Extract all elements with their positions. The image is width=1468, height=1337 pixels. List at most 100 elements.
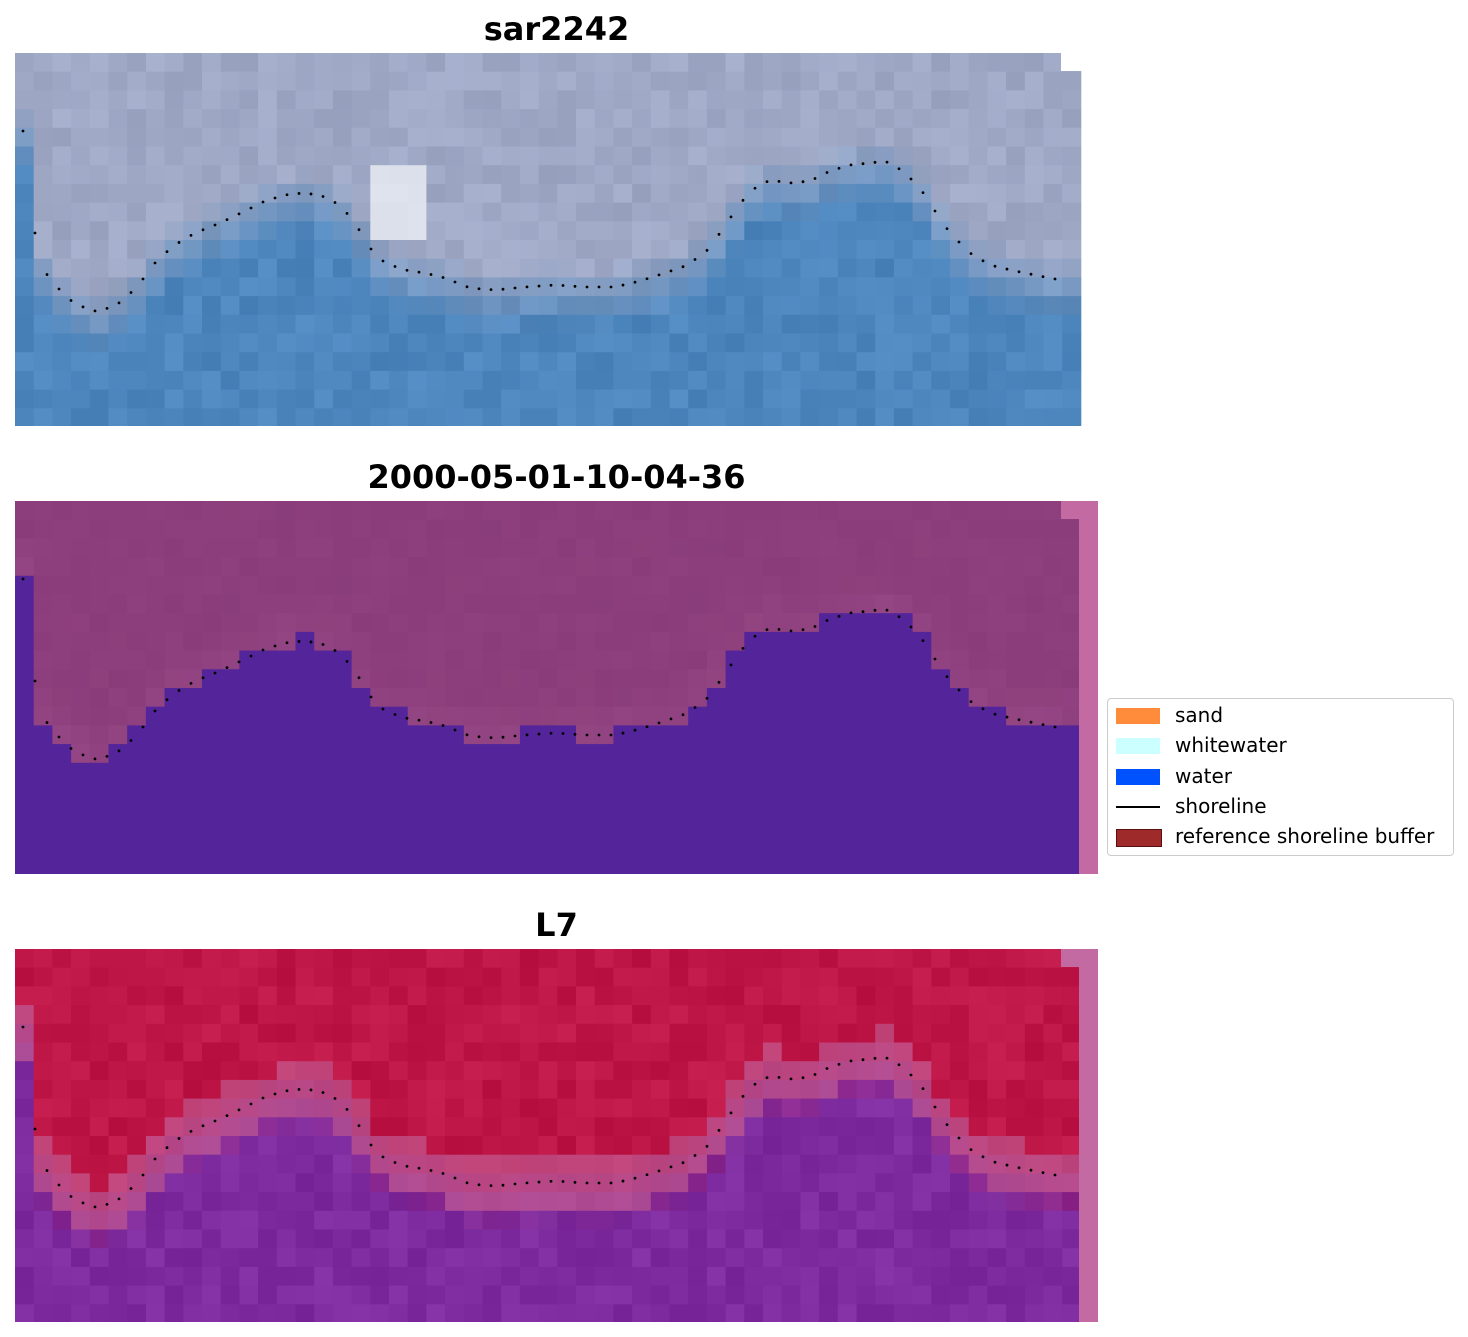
shoreline-point — [45, 273, 49, 276]
shoreline-point — [549, 283, 553, 287]
shoreline-point — [933, 1105, 937, 1109]
shoreline-point — [453, 1176, 457, 1180]
shoreline-point — [849, 611, 853, 615]
shoreline-point — [897, 615, 901, 619]
shoreline-point — [441, 724, 445, 727]
shoreline-point — [885, 1056, 889, 1060]
shoreline-point — [261, 1096, 265, 1100]
shoreline-point — [525, 733, 529, 737]
shoreline-point — [873, 160, 877, 164]
shoreline-point — [129, 291, 133, 294]
shoreline-point — [1041, 723, 1045, 726]
shoreline-point — [693, 706, 697, 709]
shoreline-point — [897, 167, 901, 171]
shoreline-point — [381, 707, 385, 711]
shoreline-point — [429, 273, 433, 276]
shoreline-point — [333, 1097, 337, 1100]
shoreline-point — [81, 305, 85, 309]
shoreline-point — [693, 1154, 697, 1157]
shoreline-point — [237, 1108, 241, 1112]
shoreline-point — [297, 640, 301, 643]
shoreline-point — [309, 1088, 313, 1092]
shoreline-point — [897, 1063, 901, 1067]
shoreline-point — [1041, 275, 1045, 278]
shoreline-point — [57, 1183, 61, 1187]
shoreline-point — [717, 680, 721, 684]
shoreline-point — [981, 259, 985, 263]
shoreline-point — [585, 733, 589, 737]
shoreline-point — [93, 757, 97, 761]
shoreline-point — [549, 1179, 553, 1183]
shoreline-point — [189, 681, 193, 685]
shoreline-point — [717, 232, 721, 236]
shoreline-point — [273, 644, 277, 648]
panel-corner-notch — [1061, 53, 1098, 71]
shoreline-point — [1005, 267, 1009, 271]
shoreline-point — [297, 1088, 301, 1091]
shoreline-point — [153, 709, 157, 713]
shoreline-point — [1041, 1171, 1045, 1174]
shoreline-point — [1053, 1173, 1057, 1177]
legend-item-water: water — [1108, 761, 1453, 791]
shoreline-point — [285, 641, 289, 645]
shoreline-point — [117, 1197, 121, 1201]
pixel-grid — [15, 53, 1082, 426]
shoreline-point — [549, 731, 553, 735]
shoreline-point — [213, 1119, 217, 1123]
shoreline-point — [777, 1075, 781, 1079]
shoreline-point — [165, 1146, 169, 1150]
shoreline-point — [645, 277, 649, 281]
shoreline-point — [885, 160, 889, 164]
shoreline-point — [873, 1056, 877, 1060]
shoreline-point — [369, 247, 373, 251]
shoreline-point — [333, 201, 337, 204]
shoreline-point — [225, 1114, 229, 1118]
shoreline-point — [417, 718, 421, 722]
reference-buffer-strip — [1079, 949, 1098, 1322]
legend-item-whitewater: whitewater — [1108, 730, 1453, 760]
shoreline-point — [657, 1169, 661, 1173]
shoreline-point — [93, 1205, 97, 1209]
shoreline-point — [249, 654, 253, 658]
shoreline-point — [837, 166, 841, 170]
shoreline-point — [1029, 272, 1033, 276]
shoreline-point — [765, 180, 769, 184]
shoreline-point — [705, 248, 709, 252]
shoreline-point — [993, 712, 997, 716]
shoreline-point — [141, 725, 145, 729]
shoreline-point — [489, 1184, 493, 1188]
shoreline-point — [33, 679, 37, 683]
shoreline-point — [969, 252, 973, 256]
shoreline-point — [189, 1129, 193, 1133]
shoreline-point — [501, 1183, 505, 1187]
shoreline-point — [873, 608, 877, 612]
shoreline-dots — [21, 1025, 1057, 1209]
shoreline-point — [45, 721, 49, 724]
shoreline-point — [333, 649, 337, 652]
shoreline-point — [993, 264, 997, 268]
shoreline-point — [177, 241, 181, 244]
shoreline-point — [213, 223, 217, 227]
legend-item-shoreline: shoreline — [1108, 791, 1453, 821]
legend: sand whitewater water shoreline referenc… — [1107, 698, 1454, 856]
shoreline-point — [1017, 1166, 1021, 1170]
shoreline-point — [405, 716, 409, 720]
shoreline-point — [357, 228, 361, 232]
legend-label: water — [1175, 764, 1232, 788]
shoreline-point — [861, 162, 865, 166]
shoreline-point — [957, 1136, 961, 1140]
shoreline-point — [225, 218, 229, 222]
shoreline-point — [189, 233, 193, 237]
shoreline-point — [489, 288, 493, 292]
shoreline-point — [201, 228, 205, 232]
legend-label: reference shoreline buffer — [1175, 824, 1435, 848]
shoreline-point — [369, 1143, 373, 1147]
shoreline-point — [405, 268, 409, 272]
shoreline-point — [453, 728, 457, 732]
shoreline-point — [597, 285, 601, 289]
shoreline-point — [561, 1180, 565, 1183]
shoreline-point — [57, 287, 61, 291]
shoreline-point — [453, 280, 457, 284]
shoreline-point — [405, 1164, 409, 1168]
shoreline-point — [213, 671, 217, 675]
